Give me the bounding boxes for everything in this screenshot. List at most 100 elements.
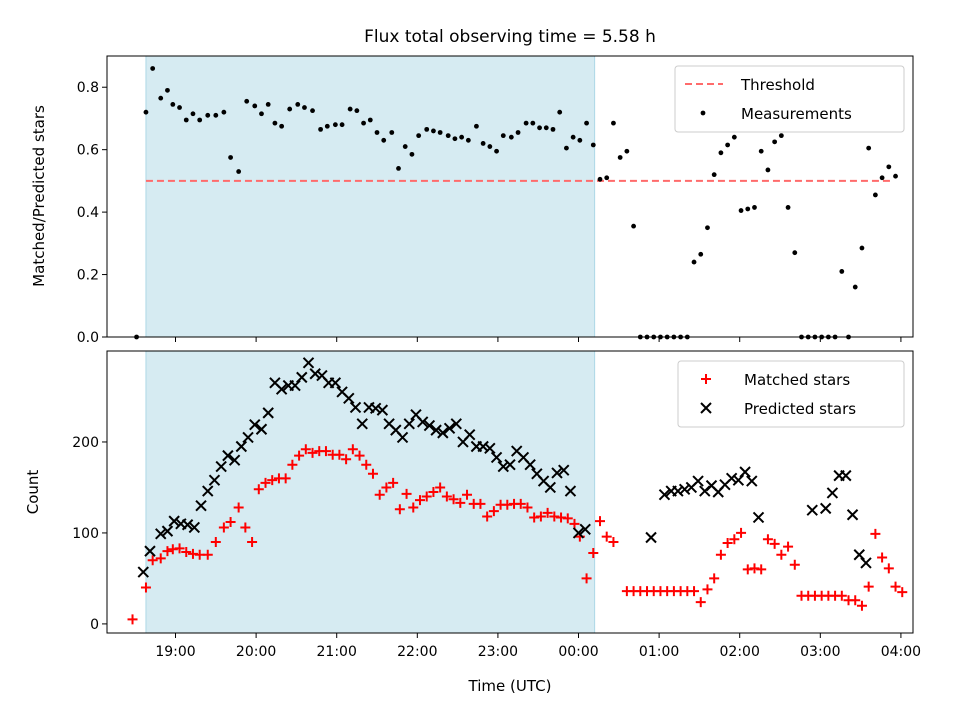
top-dot-point	[177, 105, 182, 110]
bottom-plus-point	[225, 517, 236, 528]
bottom-x-point	[215, 460, 227, 473]
top-dot-point	[508, 134, 514, 140]
bottom-plus-point	[702, 584, 713, 595]
top-dot-point	[765, 167, 771, 173]
bottom-x-point	[678, 483, 691, 495]
bottom-x-point	[558, 464, 570, 476]
top-dot-point	[597, 176, 603, 182]
bottom-plus-point	[435, 482, 446, 493]
top-dot-point	[287, 106, 293, 112]
bottom-plus-point	[897, 587, 908, 598]
bottom-plus-point	[155, 553, 166, 564]
top-dot-point	[445, 133, 451, 139]
bottom-plus-point	[695, 597, 706, 608]
bottom-x-point	[564, 485, 577, 497]
top-dot-point	[465, 137, 471, 143]
bottom-plus-point	[374, 489, 385, 500]
bottom-plus-point	[769, 538, 780, 549]
bottom-plus-point	[488, 506, 499, 517]
bottom-x-point	[296, 371, 308, 384]
bottom-plus-point	[595, 516, 606, 527]
bottom-plus-point	[147, 555, 158, 566]
top-dot-point	[718, 150, 724, 156]
bottom-plus-point	[441, 491, 452, 502]
x-tick-label: 20:00	[236, 644, 276, 660]
bottom-x-point	[376, 404, 389, 416]
top-dot-point	[165, 87, 170, 93]
bottom-plus-point	[581, 573, 592, 584]
x-tick-label: 21:00	[317, 644, 357, 660]
bottom-y-tick-label: 200	[72, 435, 99, 451]
bottom-plus-point	[280, 473, 291, 484]
top-dot-point	[396, 166, 401, 171]
top-y-tick-label: 0.0	[77, 330, 99, 346]
bottom-plus-point	[722, 537, 733, 548]
top-dot-point	[711, 172, 717, 178]
bottom-x-point	[329, 377, 342, 389]
top-dot-point	[785, 205, 791, 210]
top-dot-point	[691, 259, 697, 265]
bottom-x-point	[692, 475, 704, 487]
bottom-plus-point	[448, 494, 459, 505]
top-dot-point	[866, 145, 872, 151]
bottom-plus-point	[428, 487, 439, 497]
top-dot-point	[725, 142, 731, 148]
bottom-plus-point	[890, 581, 901, 592]
bottom-plus-point	[218, 522, 229, 533]
top-dot-point	[745, 206, 751, 212]
top-dot-point	[564, 145, 569, 151]
bottom-observing-span-shade	[145, 351, 595, 633]
top-dot-point	[332, 122, 338, 128]
bottom-plus-point	[776, 549, 787, 560]
bottom-plus-point	[715, 549, 726, 560]
bottom-plus-point	[341, 454, 352, 465]
bottom-x-point	[423, 419, 436, 432]
top-dot-point	[772, 139, 778, 145]
top-dot-point	[354, 108, 360, 114]
bottom-plus-point	[709, 573, 720, 584]
bottom-x-point	[289, 379, 301, 392]
top-legend-label: Measurements	[741, 105, 852, 123]
top-dot-point	[872, 192, 878, 198]
top-dot-point	[170, 101, 176, 107]
bottom-x-point	[168, 515, 180, 527]
top-dot-point	[402, 144, 408, 149]
bottom-x-point	[155, 528, 167, 540]
x-tick-label: 03:00	[800, 644, 840, 660]
top-dot-point	[590, 142, 596, 148]
bottom-plus-point	[367, 468, 378, 479]
bottom-x-point	[249, 418, 261, 431]
bottom-x-point	[746, 475, 758, 487]
x-tick-label: 22:00	[397, 644, 437, 660]
bottom-plus-point	[181, 547, 192, 558]
x-axis-label: Time (UTC)	[468, 677, 552, 695]
bottom-plus-point	[850, 595, 861, 606]
legend-matched-swatch	[701, 374, 711, 384]
bottom-x-point	[437, 427, 449, 439]
top-dot-point	[361, 120, 366, 126]
bottom-x-point	[572, 527, 585, 539]
bottom-x-point	[579, 523, 591, 536]
bottom-plus-point	[522, 502, 533, 513]
bottom-plus-point	[162, 546, 173, 557]
top-y-axis-label: Matched/Predicted stars	[30, 105, 48, 287]
bottom-plus-point	[863, 581, 874, 592]
top-dot-point	[409, 151, 415, 157]
bottom-plus-point	[320, 446, 331, 457]
top-y-tick-label: 0.2	[77, 268, 99, 284]
top-dot-point	[570, 134, 576, 140]
bottom-plus-point	[210, 537, 221, 548]
top-dot-point	[480, 141, 486, 146]
bottom-x-point	[490, 451, 503, 464]
bottom-plus-point	[729, 534, 740, 545]
bottom-plus-point	[877, 552, 888, 563]
bottom-plus-point	[588, 547, 599, 558]
bottom-legend-box	[677, 360, 905, 428]
bottom-plus-point	[608, 537, 619, 548]
bottom-x-point	[725, 472, 738, 485]
top-dot-point	[604, 175, 610, 181]
bottom-plus-point	[601, 531, 612, 542]
top-dot-point	[318, 126, 323, 132]
top-dot-point	[698, 251, 704, 257]
